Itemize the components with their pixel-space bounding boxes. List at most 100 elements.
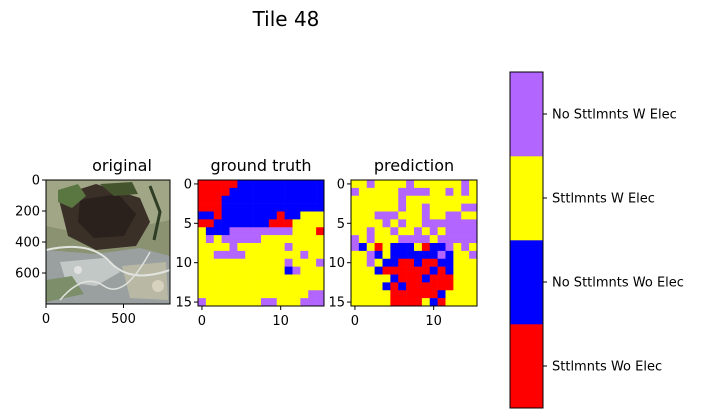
- prediction-cell: [406, 266, 415, 275]
- ground-truth-cell: [205, 243, 215, 252]
- prediction-cell: [421, 195, 431, 204]
- prediction-cell: [406, 211, 415, 220]
- prediction-cell: [445, 187, 454, 197]
- prediction-cell: [351, 219, 360, 228]
- ground-truth-cell: [308, 180, 317, 189]
- ground-truth-cell: [221, 219, 230, 228]
- prediction-cell: [461, 211, 470, 220]
- prediction-cell: [374, 282, 383, 291]
- prediction-cell: [358, 211, 368, 220]
- ground-truth-cell: [213, 243, 222, 252]
- prediction-cell: [469, 258, 478, 267]
- ground-truth-cell: [276, 250, 285, 260]
- ground-truth-cell: [261, 187, 270, 197]
- ground-truth-cell: [237, 219, 246, 228]
- prediction-cell: [390, 180, 399, 189]
- prediction-cell: [374, 290, 383, 299]
- ground-truth-cell: [300, 219, 309, 228]
- ground-truth-cell: [316, 298, 325, 307]
- ground-truth-cell: [268, 290, 278, 299]
- prediction-cell: [406, 274, 415, 283]
- prediction-cell: [437, 219, 446, 228]
- prediction-cell: [445, 180, 454, 189]
- prediction-cell: [398, 282, 407, 291]
- ground-truth-cell: [198, 219, 207, 228]
- prediction-cell: [469, 298, 478, 307]
- ground-truth-cell: [300, 282, 309, 291]
- ground-truth-cell: [268, 298, 278, 307]
- prediction-cell: [469, 195, 478, 204]
- figure-title: Tile 48: [252, 7, 320, 31]
- prediction-cell: [390, 235, 399, 244]
- ground-truth-title: ground truth: [210, 156, 311, 175]
- prediction-cell: [390, 282, 399, 291]
- prediction-cell: [461, 195, 470, 204]
- ground-truth-cell: [205, 180, 215, 189]
- colorbar: Sttlmnts Wo Elec No Sttlmnts Wo Elec Sttlm…: [509, 71, 684, 409]
- ground-truth-cell: [237, 298, 246, 307]
- ground-truth-cell: [292, 180, 301, 189]
- prediction-cell: [453, 235, 462, 244]
- ground-truth-cell: [205, 235, 215, 244]
- ground-truth-cell: [261, 298, 270, 307]
- ground-truth-cell: [198, 243, 207, 252]
- prediction-cell: [390, 250, 399, 260]
- ground-truth-cell: [221, 250, 230, 260]
- ground-truth-cell: [316, 243, 325, 252]
- ground-truth-cell: [316, 250, 325, 260]
- ground-truth-cell: [276, 180, 285, 189]
- prediction-x-tick-label: 0: [351, 314, 359, 329]
- ground-truth-cells: [198, 180, 325, 307]
- prediction-frame: [350, 179, 478, 307]
- prediction-cell: [398, 195, 407, 204]
- ground-truth-cell: [268, 227, 278, 236]
- ground-truth-cell: [284, 266, 293, 275]
- ground-truth-cell: [292, 243, 301, 252]
- ground-truth-cell: [300, 250, 309, 260]
- ground-truth-x-tick-label: 10: [272, 314, 289, 329]
- prediction-cell: [382, 180, 391, 189]
- colorbar-block: [510, 156, 543, 241]
- prediction-cell: [398, 187, 407, 197]
- prediction-cell: [414, 282, 423, 291]
- ground-truth-cell: [253, 282, 262, 291]
- prediction-cell: [445, 282, 454, 291]
- prediction-cell: [390, 203, 399, 212]
- prediction-cell: [453, 290, 462, 299]
- prediction-cell: [358, 219, 368, 228]
- ground-truth-cell: [205, 250, 215, 260]
- prediction-cell: [390, 290, 399, 299]
- prediction-cell: [390, 219, 399, 228]
- ground-truth-cell: [221, 235, 230, 244]
- ground-truth-cell: [245, 290, 254, 299]
- prediction-cell: [358, 203, 368, 212]
- prediction-cell: [382, 243, 391, 252]
- prediction-cell: [390, 187, 399, 197]
- prediction-cell: [429, 187, 438, 197]
- ground-truth-cell: [292, 219, 301, 228]
- ground-truth-cell: [205, 282, 215, 291]
- ground-truth-cell: [316, 258, 325, 267]
- ground-truth-cell: [268, 266, 278, 275]
- prediction-cell: [406, 250, 415, 260]
- prediction-cell: [390, 266, 399, 275]
- prediction-cell: [351, 227, 360, 236]
- prediction-cell: [453, 180, 462, 189]
- ground-truth-cell: [221, 266, 230, 275]
- prediction-cell: [414, 187, 423, 197]
- prediction-cell: [398, 211, 407, 220]
- prediction-cell: [421, 219, 431, 228]
- prediction-cell: [351, 243, 360, 252]
- prediction-cell: [429, 266, 438, 275]
- prediction-cell: [414, 235, 423, 244]
- ground-truth-cell: [221, 298, 230, 307]
- prediction-cell: [358, 235, 368, 244]
- prediction-cell: [390, 243, 399, 252]
- prediction-cell: [406, 282, 415, 291]
- ground-truth-cell: [198, 266, 207, 275]
- ground-truth-cell: [213, 298, 222, 307]
- ground-truth-cell: [221, 187, 230, 197]
- ground-truth-cell: [316, 266, 325, 275]
- ground-truth-cell: [284, 258, 293, 267]
- ground-truth-cell: [237, 274, 246, 283]
